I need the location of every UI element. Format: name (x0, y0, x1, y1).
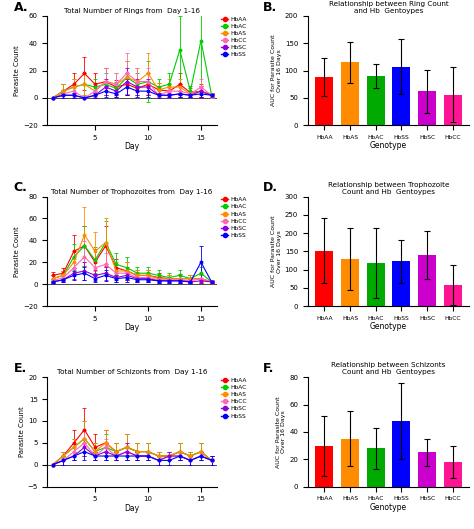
X-axis label: Day: Day (125, 504, 140, 513)
Bar (367, 263, 385, 306)
Legend: HbAA, HbAC, HbAS, HbCC, HbSC, HbSS: HbAA, HbAC, HbAS, HbCC, HbSC, HbSS (221, 197, 247, 238)
Title: Relationship between Ring Count
and Hb  Gentoypes: Relationship between Ring Count and Hb G… (328, 1, 448, 14)
Bar (418, 255, 436, 306)
Title: Total Number of Trophozoites from  Day 1-16: Total Number of Trophozoites from Day 1-… (52, 189, 213, 195)
Y-axis label: AUC for Parasite Count
Over 16 Days: AUC for Parasite Count Over 16 Days (271, 35, 282, 106)
X-axis label: Genotype: Genotype (370, 322, 407, 331)
Bar (315, 77, 333, 125)
Bar (444, 285, 462, 306)
Legend: HbAA, HbAC, HbAS, HbCC, HbSC, HbSS: HbAA, HbAC, HbAS, HbCC, HbSC, HbSS (221, 378, 247, 418)
Bar (367, 76, 385, 125)
X-axis label: Genotype: Genotype (370, 141, 407, 150)
Bar (341, 62, 359, 125)
Bar (341, 259, 359, 306)
Bar (367, 449, 385, 487)
Title: Relationship between Trophozoite
Count and Hb  Gentoypes: Relationship between Trophozoite Count a… (328, 182, 449, 195)
Bar (418, 452, 436, 487)
X-axis label: Day: Day (125, 142, 140, 151)
X-axis label: Day: Day (125, 323, 140, 332)
Bar (315, 251, 333, 306)
Title: Total Number of Schizonts from  Day 1-16: Total Number of Schizonts from Day 1-16 (57, 369, 208, 376)
Bar (392, 261, 410, 306)
Bar (444, 95, 462, 125)
Text: A.: A. (13, 1, 28, 14)
X-axis label: Genotype: Genotype (370, 503, 407, 512)
Text: F.: F. (263, 362, 274, 375)
Bar (444, 462, 462, 487)
Legend: HbAA, HbAC, HbAS, HbCC, HbSC, HbSS: HbAA, HbAC, HbAS, HbCC, HbSC, HbSS (221, 16, 247, 57)
Text: E.: E. (13, 362, 27, 375)
Text: D.: D. (263, 181, 278, 194)
Bar (392, 421, 410, 487)
Y-axis label: Parasite Count: Parasite Count (18, 407, 25, 457)
Title: Relationship between Schizonts
Count and Hb  Gentoypes: Relationship between Schizonts Count and… (331, 362, 446, 376)
Bar (392, 67, 410, 125)
Y-axis label: Parasite Count: Parasite Count (14, 226, 20, 277)
Y-axis label: Parasite Count: Parasite Count (14, 45, 20, 96)
Text: C.: C. (13, 181, 27, 194)
Text: B.: B. (263, 1, 277, 14)
Title: Total Number of Rings from  Day 1-16: Total Number of Rings from Day 1-16 (64, 8, 200, 14)
Bar (315, 445, 333, 487)
Bar (341, 439, 359, 487)
Bar (418, 92, 436, 125)
Y-axis label: AUC for Parasite Count
Over 16 Days: AUC for Parasite Count Over 16 Days (275, 396, 286, 468)
Y-axis label: AUC for Parasite Count
Over 16 Days: AUC for Parasite Count Over 16 Days (271, 215, 282, 287)
